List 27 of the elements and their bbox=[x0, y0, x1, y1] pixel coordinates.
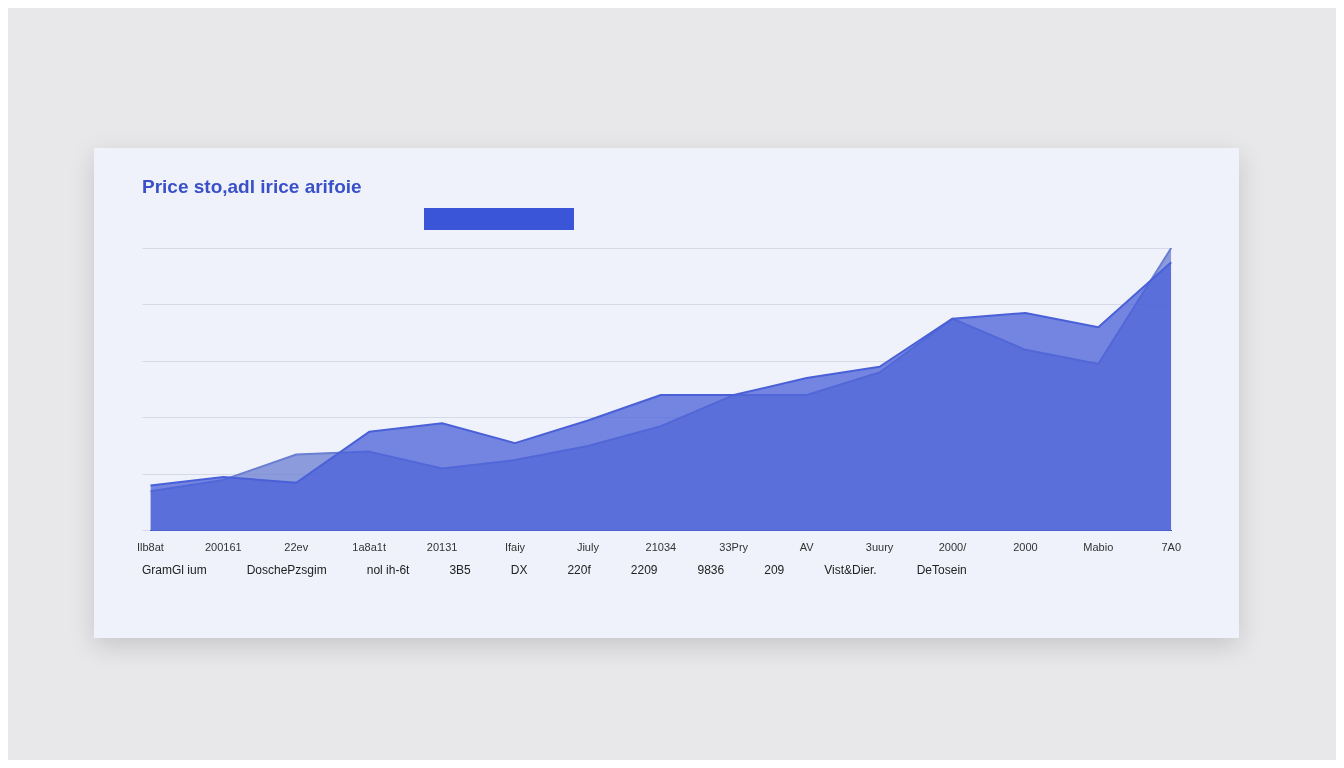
text: Vist&Dier. bbox=[824, 563, 877, 577]
x-tick-label: 1a8a1t bbox=[352, 541, 387, 554]
text: DoschePzsgim bbox=[246, 563, 327, 577]
text: 209 bbox=[764, 563, 785, 577]
x-tick-label: Ilb8at bbox=[136, 541, 164, 554]
text: 2209 bbox=[630, 563, 658, 577]
x-tick-label: 2000/ bbox=[938, 541, 968, 554]
x-tick-label: 2000 bbox=[1013, 541, 1038, 554]
text: DX bbox=[510, 563, 528, 577]
text: GramGl ium bbox=[142, 563, 207, 577]
text: 220f bbox=[567, 563, 591, 577]
x-tick-label: 21034 bbox=[645, 541, 677, 554]
text: 9836 bbox=[697, 563, 725, 577]
x-tick-label: Jiuly bbox=[576, 541, 600, 554]
x-tick-label: AV bbox=[799, 541, 815, 554]
x-tick-label: 33Pry bbox=[719, 541, 749, 554]
text: nol ih-6t bbox=[366, 563, 410, 577]
x-tick-label: 22ev bbox=[284, 541, 309, 554]
x-tick-label: Ifaiy bbox=[504, 541, 526, 554]
chart-title: Price sto,adl irice arifoie bbox=[142, 176, 362, 198]
x-tick-label: 20131 bbox=[426, 541, 458, 554]
x-tick-label: Mabio bbox=[1083, 541, 1114, 554]
text: 3B5 bbox=[449, 563, 471, 577]
x-tick-label: 7A0 bbox=[1161, 541, 1181, 554]
text: DeTosein bbox=[916, 563, 967, 577]
x-tick-label: 200161 bbox=[205, 541, 242, 554]
x-tick-label: 3uury bbox=[865, 541, 894, 554]
